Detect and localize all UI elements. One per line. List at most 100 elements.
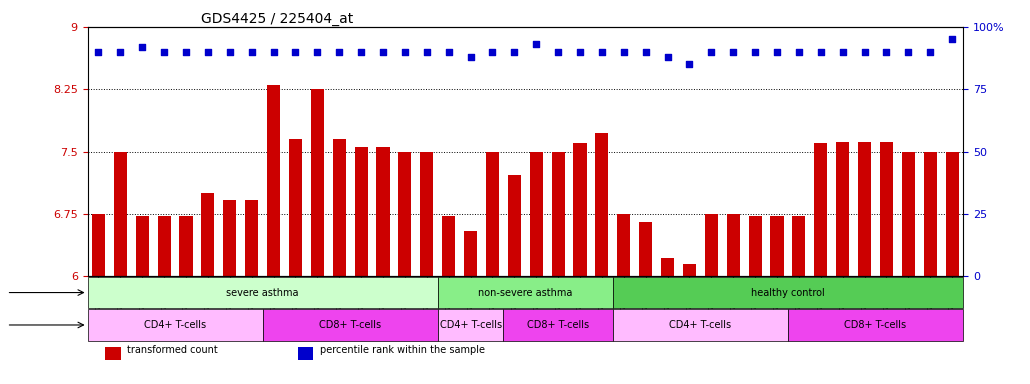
Text: CD8+ T-cells: CD8+ T-cells (527, 320, 589, 330)
Bar (420, 152, 434, 276)
Bar (858, 142, 871, 276)
Point (309, 49, 325, 55)
Point (813, 49, 829, 55)
Point (243, 49, 260, 55)
Point (353, 49, 370, 55)
Point (791, 49, 808, 55)
Text: GDS4425 / 225404_at: GDS4425 / 225404_at (202, 12, 353, 26)
Point (572, 49, 588, 55)
Bar (202, 193, 214, 276)
Bar (617, 214, 630, 276)
Bar (399, 152, 412, 276)
Point (900, 49, 917, 55)
Point (221, 49, 238, 55)
Bar (880, 142, 893, 276)
Point (528, 41, 545, 47)
Bar (749, 217, 762, 276)
Text: transformed count: transformed count (127, 345, 217, 355)
Point (156, 49, 172, 55)
Point (178, 49, 195, 55)
Point (506, 49, 522, 55)
Bar (792, 217, 805, 276)
Point (834, 49, 851, 55)
Point (856, 49, 872, 55)
Bar (770, 217, 784, 276)
Point (331, 49, 347, 55)
Bar (88, 277, 438, 308)
Bar (333, 139, 346, 276)
Bar (705, 214, 718, 276)
Bar (486, 152, 500, 276)
Bar (438, 277, 613, 308)
Point (91, 49, 107, 55)
Text: CD8+ T-cells: CD8+ T-cells (319, 320, 381, 330)
Text: CD4+ T-cells: CD4+ T-cells (144, 320, 206, 330)
Bar (136, 217, 148, 276)
Bar (442, 217, 455, 276)
Point (922, 49, 938, 55)
Bar (613, 277, 963, 308)
Bar (288, 139, 302, 276)
Bar (902, 152, 915, 276)
Point (462, 54, 479, 60)
Bar (788, 310, 963, 341)
Text: severe asthma: severe asthma (227, 288, 299, 298)
Bar (529, 152, 543, 276)
Point (484, 49, 501, 55)
Bar (595, 133, 609, 276)
Bar (438, 310, 504, 341)
Bar (113, 152, 127, 276)
Bar (924, 152, 937, 276)
Point (703, 49, 720, 55)
Text: non-severe asthma: non-severe asthma (478, 288, 573, 298)
Bar (946, 152, 959, 276)
Point (200, 49, 216, 55)
Bar (311, 89, 323, 276)
Point (134, 44, 150, 50)
Bar (464, 231, 477, 276)
Bar (552, 152, 564, 276)
Point (266, 49, 282, 55)
Text: CD8+ T-cells: CD8+ T-cells (845, 320, 906, 330)
Bar (727, 214, 740, 276)
Bar (298, 347, 313, 361)
Point (768, 49, 785, 55)
Point (616, 49, 632, 55)
Text: CD4+ T-cells: CD4+ T-cells (440, 320, 502, 330)
Bar (92, 214, 105, 276)
Bar (377, 147, 389, 276)
Point (681, 61, 697, 67)
Point (375, 49, 391, 55)
Text: percentile rank within the sample: percentile rank within the sample (319, 345, 484, 355)
Point (550, 49, 566, 55)
Point (287, 49, 304, 55)
Bar (179, 217, 193, 276)
Bar (245, 200, 259, 276)
Point (593, 49, 610, 55)
Bar (639, 222, 652, 276)
Point (659, 54, 676, 60)
Bar (683, 264, 696, 276)
Point (725, 49, 742, 55)
Bar (88, 310, 263, 341)
Point (441, 49, 457, 55)
Bar (613, 310, 788, 341)
Bar (263, 310, 438, 341)
Point (943, 36, 960, 42)
Bar (105, 347, 121, 361)
Bar (267, 85, 280, 276)
Bar (574, 143, 587, 276)
Point (112, 49, 129, 55)
Bar (508, 175, 521, 276)
Point (418, 49, 435, 55)
Bar (158, 217, 171, 276)
Bar (815, 143, 827, 276)
Bar (836, 142, 850, 276)
Bar (661, 258, 675, 276)
Point (747, 49, 763, 55)
Bar (224, 200, 237, 276)
Text: CD4+ T-cells: CD4+ T-cells (670, 320, 731, 330)
Bar (504, 310, 613, 341)
Text: healthy control: healthy control (751, 288, 825, 298)
Point (397, 49, 413, 55)
